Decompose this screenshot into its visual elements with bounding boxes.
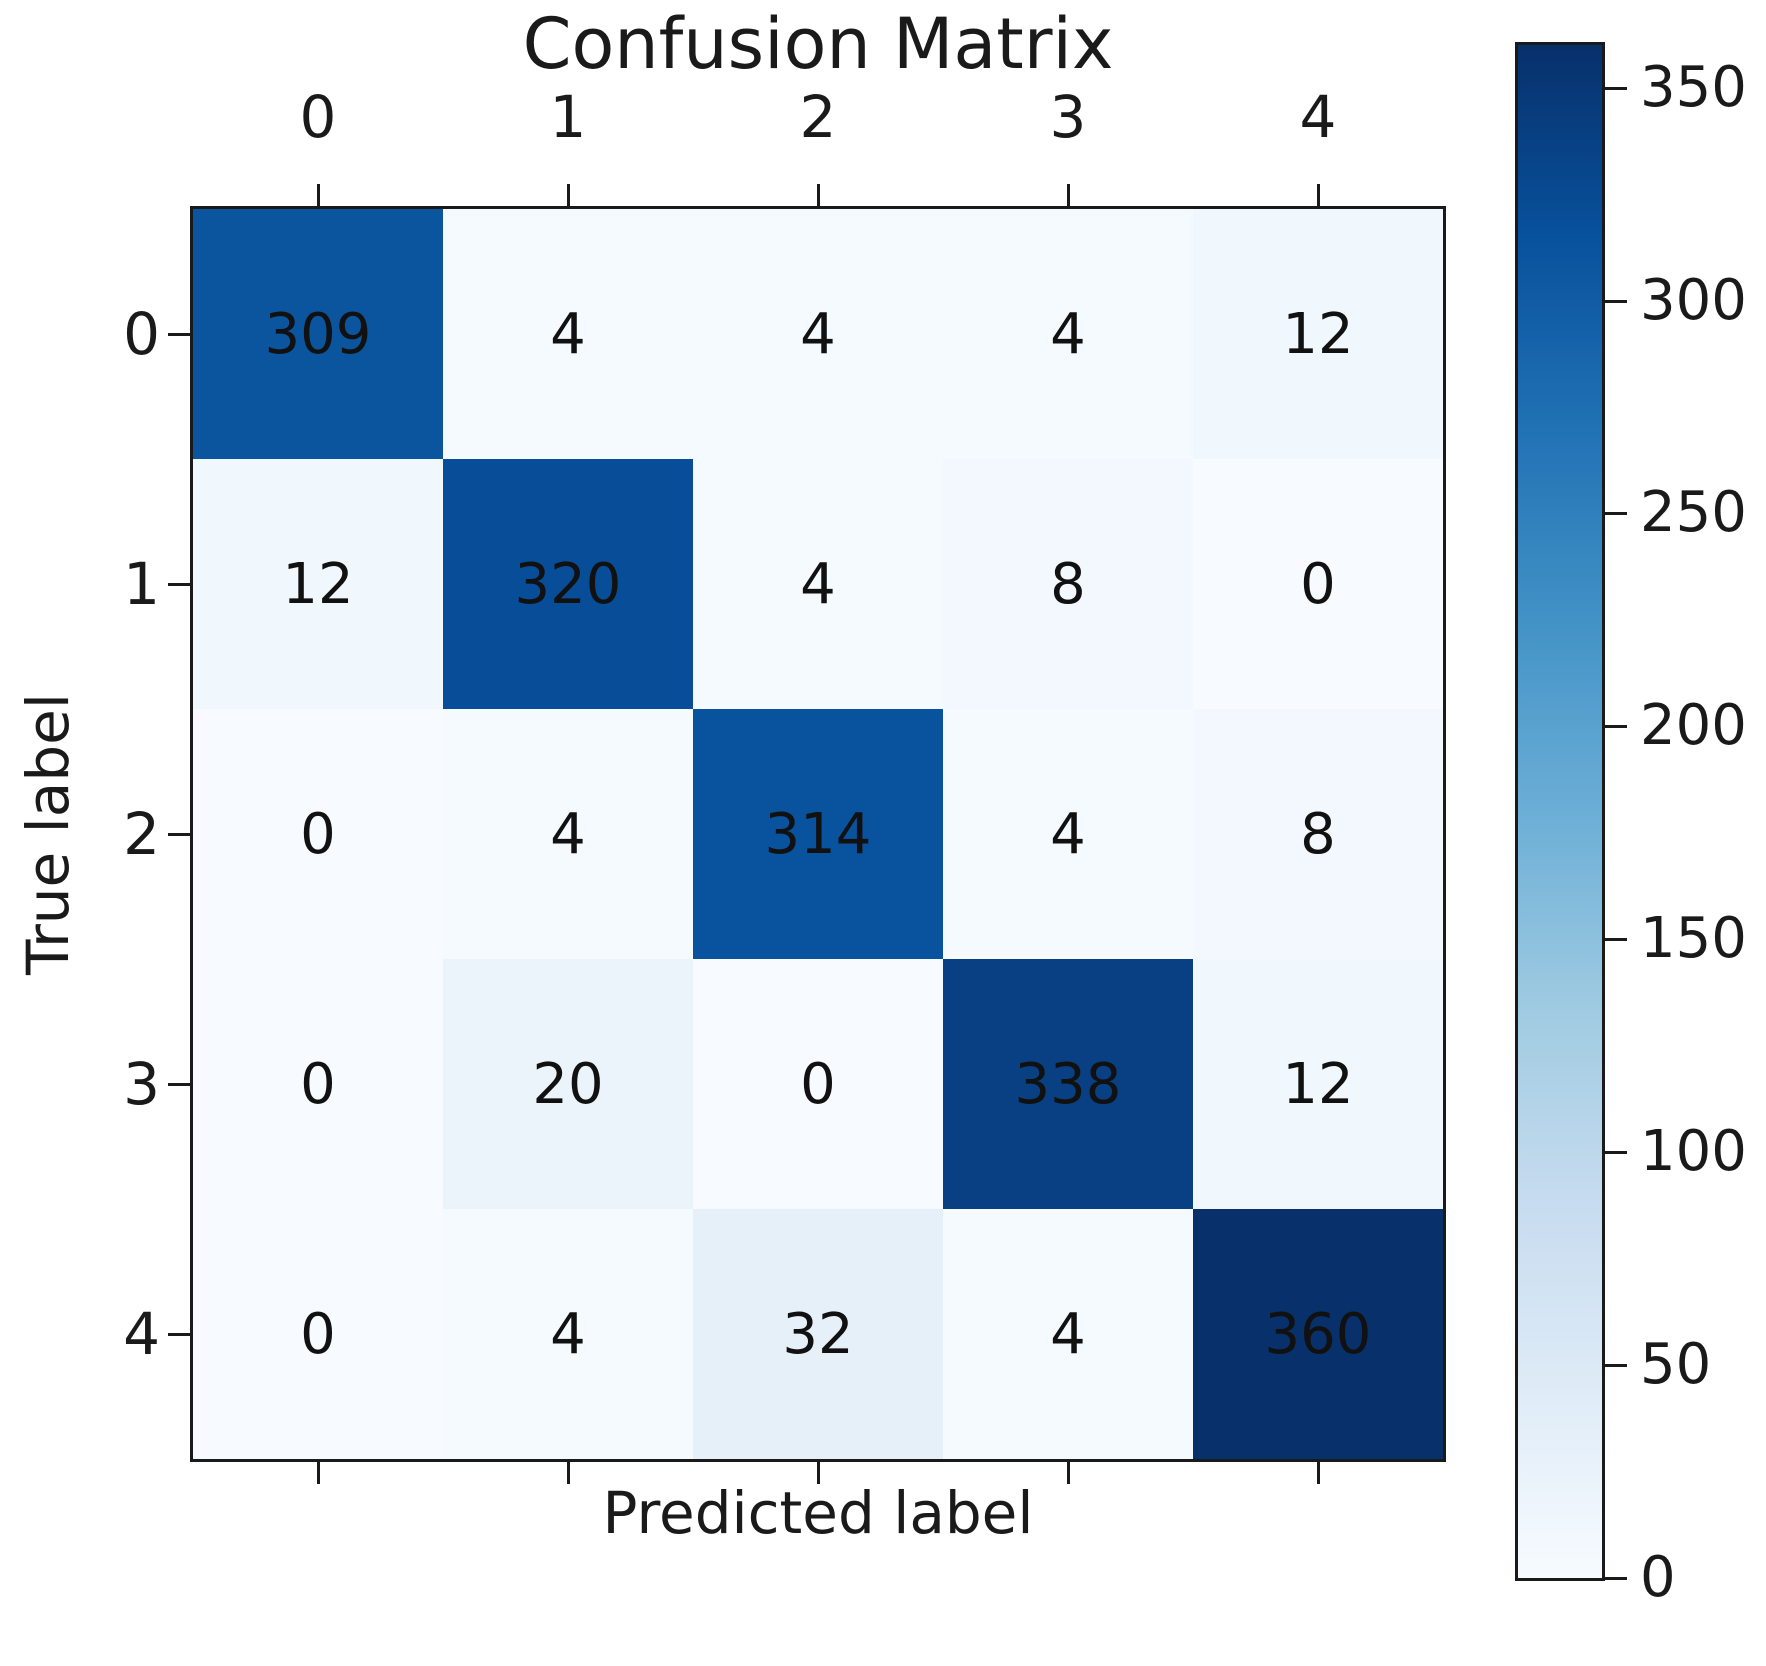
matrix-cell: 4 <box>943 1209 1193 1459</box>
matrix-cell-value: 0 <box>1300 551 1336 617</box>
matrix-cell: 320 <box>443 459 693 709</box>
matrix-cell: 4 <box>943 709 1193 959</box>
heatmap-axes: 309 4 4 4 12 12 320 4 8 0 0 4 314 4 8 0 20 0 338 12 0 4 32 4 360 <box>190 206 1446 1462</box>
colorbar-tick-mark <box>1605 1151 1627 1155</box>
matrix-cell: 360 <box>1193 1209 1443 1459</box>
matrix-cell-value: 8 <box>1050 551 1086 617</box>
matrix-cell-value: 4 <box>800 301 836 367</box>
y-tick-label: 2 <box>123 800 160 868</box>
matrix-cell-value: 4 <box>800 551 836 617</box>
colorbar-tick-mark <box>1605 299 1627 303</box>
y-axis-label: True label <box>14 693 82 975</box>
matrix-cell-value: 338 <box>1014 1051 1122 1117</box>
x-tick-label: 3 <box>1049 83 1087 151</box>
matrix-cell: 4 <box>943 209 1193 459</box>
x-axis-label: Predicted label <box>602 1479 1034 1547</box>
colorbar-tick-label: 300 <box>1640 267 1747 333</box>
colorbar-tick-label: 350 <box>1640 54 1747 120</box>
colorbar-tick-label: 250 <box>1640 480 1747 546</box>
matrix-cell: 8 <box>1193 709 1443 959</box>
matrix-cell: 0 <box>693 959 943 1209</box>
colorbar-tick-mark <box>1605 938 1627 942</box>
x-tick-mark-top <box>817 184 820 206</box>
matrix-cell-value: 20 <box>532 1051 604 1117</box>
matrix-cell: 8 <box>943 459 1193 709</box>
colorbar-tick-label: 50 <box>1640 1332 1712 1398</box>
x-tick-mark-bottom <box>1067 1462 1070 1484</box>
x-tick-mark-bottom <box>817 1462 820 1484</box>
colorbar-tick-mark <box>1605 725 1627 729</box>
colorbar-tick-label: 200 <box>1640 693 1747 759</box>
x-tick-mark-bottom <box>317 1462 320 1484</box>
y-tick-label: 0 <box>123 300 160 368</box>
x-tick-mark-top <box>1067 184 1070 206</box>
matrix-cell: 309 <box>193 209 443 459</box>
y-tick-mark <box>168 583 190 586</box>
colorbar-tick-label: 100 <box>1640 1119 1747 1185</box>
matrix-cell-value: 12 <box>1282 1051 1354 1117</box>
matrix-cell-value: 4 <box>1050 301 1086 367</box>
matrix-cell: 12 <box>1193 209 1443 459</box>
y-tick-label: 4 <box>123 1300 160 1368</box>
matrix-cell-value: 360 <box>1264 1301 1372 1367</box>
matrix-cell: 4 <box>443 209 693 459</box>
x-tick-mark-top <box>1317 184 1320 206</box>
matrix-cell-value: 0 <box>800 1051 836 1117</box>
y-tick-label: 1 <box>123 550 160 618</box>
matrix-cell-value: 4 <box>550 801 586 867</box>
matrix-cell-value: 4 <box>1050 1301 1086 1367</box>
matrix-cell: 0 <box>193 959 443 1209</box>
x-tick-label: 0 <box>299 83 337 151</box>
matrix-cell-value: 12 <box>282 551 354 617</box>
matrix-cell-value: 32 <box>782 1301 854 1367</box>
colorbar-tick-label: 0 <box>1640 1545 1676 1610</box>
matrix-cell: 0 <box>193 709 443 959</box>
matrix-cell: 338 <box>943 959 1193 1209</box>
colorbar-tick-mark <box>1605 1364 1627 1368</box>
x-tick-mark-top <box>317 184 320 206</box>
matrix-cell-value: 320 <box>514 551 622 617</box>
matrix-cell-value: 0 <box>300 801 336 867</box>
colorbar-tick-label: 150 <box>1640 906 1747 972</box>
colorbar-tick-mark <box>1605 1577 1627 1580</box>
y-tick-label: 3 <box>123 1050 160 1118</box>
matrix-cell-value: 4 <box>550 301 586 367</box>
matrix-cell: 4 <box>693 209 943 459</box>
y-tick-mark <box>168 1333 190 1336</box>
x-tick-label: 1 <box>549 83 587 151</box>
matrix-cell-value: 8 <box>1300 801 1336 867</box>
matrix-cell-value: 0 <box>300 1051 336 1117</box>
x-tick-label: 2 <box>799 83 837 151</box>
matrix-cell-value: 12 <box>1282 301 1354 367</box>
x-tick-mark-top <box>567 184 570 206</box>
matrix-cell: 314 <box>693 709 943 959</box>
matrix-cell-value: 4 <box>1050 801 1086 867</box>
matrix-cell-value: 4 <box>550 1301 586 1367</box>
x-tick-label: 4 <box>1299 83 1337 151</box>
matrix-cell: 4 <box>443 1209 693 1459</box>
y-tick-mark <box>168 833 190 836</box>
matrix-cell: 12 <box>1193 959 1443 1209</box>
matrix-cell-value: 314 <box>764 801 872 867</box>
heatmap-cells: 309 4 4 4 12 12 320 4 8 0 0 4 314 4 8 0 20 0 338 12 0 4 32 4 360 <box>193 209 1443 1459</box>
colorbar-tick-mark <box>1605 512 1627 516</box>
matrix-cell: 0 <box>1193 459 1443 709</box>
chart-title: Confusion Matrix <box>522 3 1114 85</box>
matrix-cell: 0 <box>193 1209 443 1459</box>
matrix-cell: 4 <box>443 709 693 959</box>
matrix-cell: 12 <box>193 459 443 709</box>
y-tick-mark <box>168 1083 190 1086</box>
matrix-cell: 20 <box>443 959 693 1209</box>
x-tick-mark-bottom <box>567 1462 570 1484</box>
y-tick-mark <box>168 333 190 336</box>
matrix-cell: 4 <box>693 459 943 709</box>
matrix-cell-value: 309 <box>264 301 372 367</box>
colorbar-tick-mark <box>1605 86 1627 90</box>
x-tick-mark-bottom <box>1317 1462 1320 1484</box>
matrix-cell: 32 <box>693 1209 943 1459</box>
matrix-cell-value: 0 <box>300 1301 336 1367</box>
colorbar-gradient <box>1515 42 1605 1581</box>
